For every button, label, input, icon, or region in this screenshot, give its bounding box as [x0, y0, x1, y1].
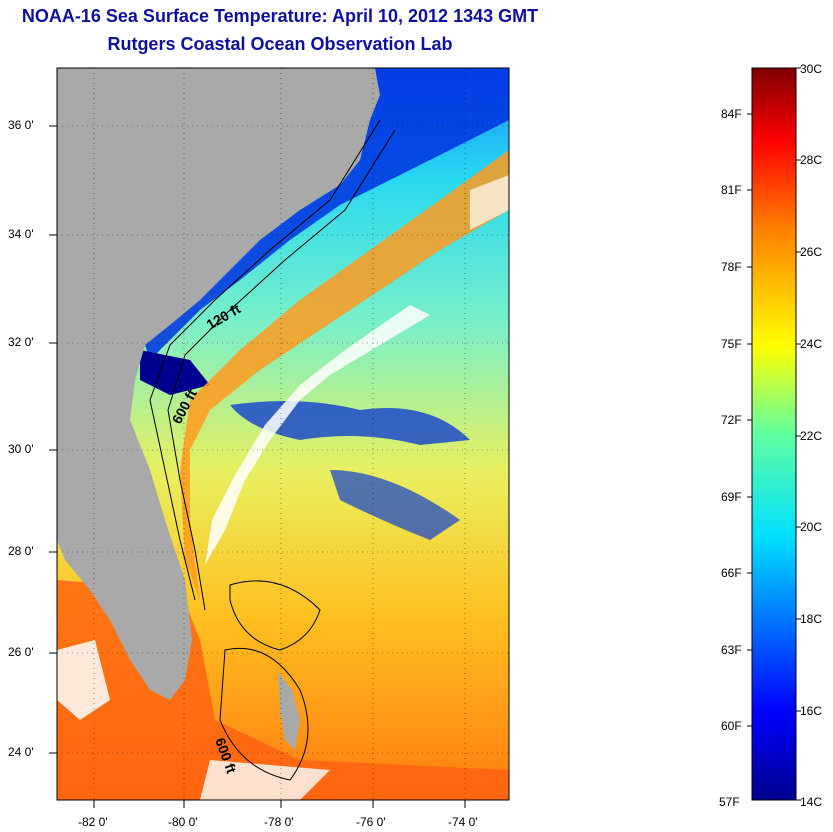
- colorbar-celsius-label: 30C: [800, 62, 823, 76]
- colorbar: [751, 67, 797, 801]
- colorbar-fahrenheit-label: 84F: [721, 107, 742, 121]
- colorbar-celsius-label: 20C: [800, 520, 823, 534]
- colorbar-ticks: [747, 67, 801, 801]
- lat-label: 28 0': [8, 544, 34, 558]
- colorbar-fahrenheit-label: 75F: [721, 337, 742, 351]
- graticule: [57, 68, 509, 800]
- lat-label: 26 0': [8, 645, 34, 659]
- colorbar-celsius-label: 14C: [800, 795, 823, 809]
- lon-label: -78 0': [264, 815, 294, 829]
- map-frame: [56, 67, 510, 801]
- lat-label: 24 0': [8, 745, 34, 759]
- colorbar-celsius-label: 24C: [800, 337, 823, 351]
- colorbar-fahrenheit-label: 69F: [721, 490, 742, 504]
- colorbar-fahrenheit-label: 72F: [721, 413, 742, 427]
- land-bahamas: [278, 672, 300, 750]
- colorbar-fahrenheit-label: 57F: [719, 795, 740, 809]
- colorbar-celsius-label: 26C: [800, 245, 823, 259]
- cloud-patch: [470, 175, 509, 230]
- lon-label: -76 0': [356, 815, 386, 829]
- lat-label: 32 0': [8, 335, 34, 349]
- colorbar-celsius-label: 18C: [800, 612, 823, 626]
- colorbar-celsius-label: 28C: [800, 153, 823, 167]
- colorbar-fahrenheit-label: 81F: [721, 183, 742, 197]
- cloud-patch-3: [200, 760, 330, 800]
- cold-shelf-water: [140, 68, 509, 360]
- lat-label: 34 0': [8, 227, 34, 241]
- lon-label: -80 0': [168, 815, 198, 829]
- cold-pocket-georgia: [140, 350, 210, 395]
- colorbar-fahrenheit-label: 66F: [721, 566, 742, 580]
- contour-bahamas-1: [229, 580, 321, 651]
- contour-120ft: [149, 119, 381, 601]
- colorbar-celsius-label: 22C: [800, 429, 823, 443]
- colorbar-fahrenheit-label: 78F: [721, 260, 742, 274]
- lon-label: -74 0': [448, 815, 478, 829]
- colorbar-celsius-label: 16C: [800, 704, 823, 718]
- land-mainland: [57, 68, 380, 700]
- contour-bahamas-2: [219, 647, 309, 781]
- cold-eddies-2: [330, 470, 460, 540]
- cloud-patch-2: [57, 640, 110, 720]
- colorbar-fahrenheit-label: 63F: [721, 643, 742, 657]
- axis-ticks: [49, 125, 466, 808]
- lon-label: -82 0': [78, 815, 108, 829]
- colorbar-fahrenheit-label: 60F: [721, 719, 742, 733]
- lat-label: 30 0': [8, 442, 34, 456]
- contour-600ft: [167, 129, 396, 611]
- title-line-2: Rutgers Coastal Ocean Observation Lab: [107, 34, 453, 54]
- sst-image-area: [57, 68, 509, 800]
- title-line-1: NOAA-16 Sea Surface Temperature: April 1…: [21, 6, 539, 26]
- lat-label: 36 0': [8, 118, 34, 132]
